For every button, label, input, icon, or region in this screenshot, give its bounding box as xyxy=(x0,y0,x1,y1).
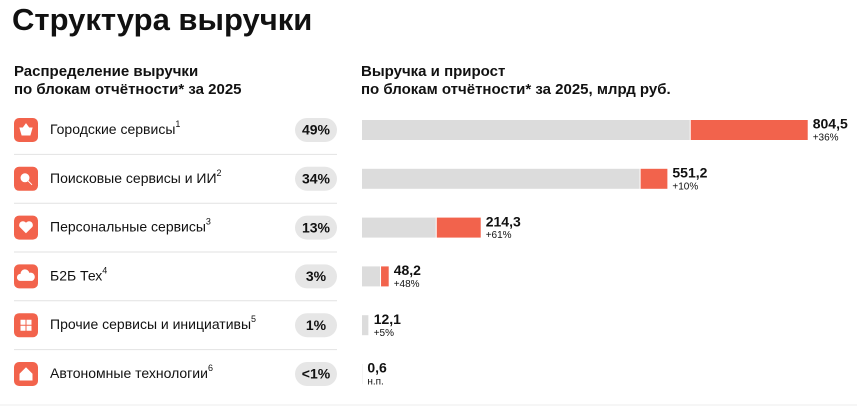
row-label-text: Б2Б Тех xyxy=(50,267,102,283)
footnote-mark: 5 xyxy=(251,315,256,325)
bar-base xyxy=(362,168,640,189)
icon-bg xyxy=(14,313,38,338)
icon xyxy=(16,269,35,281)
value-label: 0,6 xyxy=(367,360,387,376)
share-value: <1% xyxy=(302,366,331,382)
bar-growth xyxy=(690,120,808,140)
icon xyxy=(19,123,33,136)
bar-growth xyxy=(381,266,389,287)
value-label: 551,2 xyxy=(672,165,707,181)
growth-label: +48% xyxy=(394,279,420,290)
share-pill xyxy=(295,362,337,386)
value-label: 804,5 xyxy=(813,116,848,132)
share-value: 1% xyxy=(306,317,327,333)
icon xyxy=(20,173,33,186)
row-label-text: Прочие сервисы и инициативы xyxy=(50,316,251,332)
row-label-text: Городские сервисы xyxy=(50,121,175,137)
left-heading: Распределение выручки xyxy=(14,63,198,80)
value-label: 12,1 xyxy=(374,311,401,327)
row-label: Поисковые сервисы и ИИ2 xyxy=(50,168,222,185)
chart-title: по блокам отчётности* за 2025, млрд руб. xyxy=(361,81,671,98)
bar-growth xyxy=(640,168,668,189)
row-label: Автономные технологии6 xyxy=(50,363,213,380)
row-label-text: Автономные технологии xyxy=(50,365,208,381)
left-heading: по блокам отчётности* за 2025 xyxy=(14,81,242,98)
growth-label: н.п. xyxy=(367,377,384,388)
share-pill xyxy=(295,264,337,289)
share-value: 3% xyxy=(306,268,327,284)
bar-base xyxy=(362,120,690,140)
share-pill xyxy=(295,215,337,240)
icon xyxy=(20,319,32,331)
share-value: 13% xyxy=(302,219,331,235)
bar-base xyxy=(362,217,436,238)
growth-label: +61% xyxy=(486,230,512,241)
footnote-mark: 6 xyxy=(208,363,213,373)
share-value: 34% xyxy=(302,171,331,187)
row-label: Персональные сервисы3 xyxy=(50,217,211,234)
row-label-text: Поисковые сервисы и ИИ xyxy=(50,170,217,186)
share-pill xyxy=(295,313,337,338)
value-label: 214,3 xyxy=(486,213,521,229)
footnote-mark: 2 xyxy=(217,168,222,178)
chart-title: Выручка и прирост xyxy=(361,63,505,80)
bar-base xyxy=(362,266,381,287)
row-label-text: Персональные сервисы xyxy=(50,218,206,234)
footnote-mark: 4 xyxy=(102,266,107,276)
growth-label: +5% xyxy=(374,328,394,339)
bar-growth xyxy=(436,217,481,238)
share-pill xyxy=(295,118,337,142)
growth-label: +36% xyxy=(813,133,839,144)
share-value: 49% xyxy=(302,122,331,138)
row-label: Городские сервисы1 xyxy=(50,119,180,136)
value-label: 48,2 xyxy=(394,262,421,278)
row-label: Прочие сервисы и инициативы5 xyxy=(50,315,256,332)
footnote-mark: 1 xyxy=(175,119,180,129)
footnote-mark: 3 xyxy=(206,217,211,227)
page-title: Структура выручки xyxy=(12,2,312,37)
row-label: Б2Б Тех4 xyxy=(50,266,107,283)
icon xyxy=(19,221,33,234)
growth-label: +10% xyxy=(672,181,698,192)
bar-base xyxy=(362,315,369,336)
share-pill xyxy=(295,166,337,191)
icon xyxy=(19,367,33,381)
